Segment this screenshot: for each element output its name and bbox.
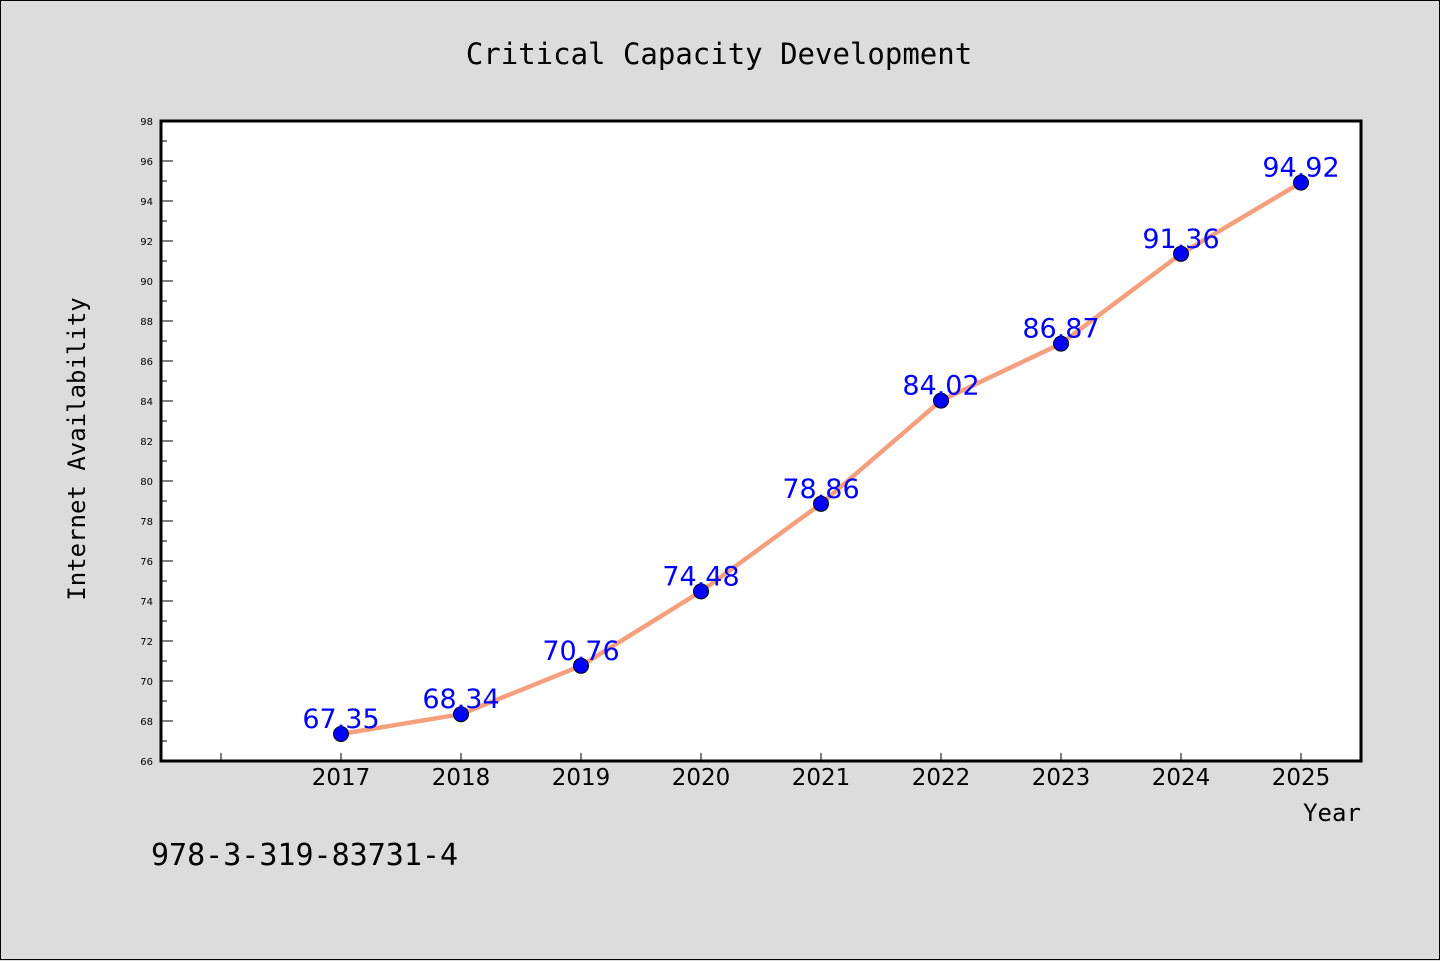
data-label: 91.36 bbox=[1142, 224, 1219, 255]
data-label: 84.02 bbox=[902, 371, 979, 402]
data-label: 74.48 bbox=[662, 561, 739, 592]
y-tick-label: 92 bbox=[140, 237, 153, 248]
y-tick-label: 68 bbox=[140, 717, 153, 728]
data-point bbox=[1053, 335, 1069, 352]
chart-title: Critical Capacity Development bbox=[466, 37, 972, 71]
series-layer: 67.35 68.34 70.76 74.48 78.86 84.02 86.87 91.36… bbox=[302, 153, 1340, 742]
y-tick-label: 98 bbox=[140, 117, 153, 128]
x-tick-label: 2020 bbox=[672, 765, 731, 791]
y-tick-label: 72 bbox=[140, 637, 153, 648]
y-tick-label: 86 bbox=[140, 357, 153, 368]
y-tick-label: 96 bbox=[140, 157, 153, 168]
y-tick-label: 88 bbox=[140, 317, 153, 328]
footnote-isbn: 978-3-319-83731-4 bbox=[151, 838, 458, 873]
data-label: 70.76 bbox=[542, 636, 619, 667]
x-axis: 2017 2018 2019 2020 2021 2022 2023 2024 2025 bbox=[220, 753, 1331, 791]
data-point bbox=[573, 657, 589, 674]
y-tick-label: 94 bbox=[140, 197, 153, 208]
x-tick-label: 2025 bbox=[1272, 765, 1331, 791]
data-point bbox=[693, 583, 709, 600]
data-point bbox=[1173, 245, 1189, 262]
x-tick-label: 2024 bbox=[1152, 765, 1211, 791]
x-tick-label: 2021 bbox=[792, 765, 851, 791]
y-tick-label: 78 bbox=[140, 517, 153, 528]
y-tick-label: 74 bbox=[140, 597, 153, 608]
y-tick-label: 84 bbox=[140, 397, 153, 408]
data-point bbox=[333, 726, 349, 742]
data-label: 94.92 bbox=[1262, 153, 1339, 184]
data-point bbox=[1293, 174, 1309, 191]
x-tick-label: 2022 bbox=[912, 765, 971, 791]
data-point bbox=[813, 495, 829, 512]
y-tick-label: 76 bbox=[140, 557, 153, 568]
y-tick-label: 80 bbox=[140, 477, 153, 488]
y-tick-label: 82 bbox=[140, 437, 153, 448]
x-tick-label: 2018 bbox=[432, 765, 491, 791]
data-label: 86.87 bbox=[1022, 314, 1099, 345]
x-tick-label: 2023 bbox=[1032, 765, 1091, 791]
data-label: 68.34 bbox=[422, 684, 499, 715]
y-axis-title: Internet Availability bbox=[63, 297, 91, 600]
data-label: 78.86 bbox=[782, 474, 859, 505]
x-axis-title: Year bbox=[1303, 799, 1361, 827]
x-tick-label: 2017 bbox=[312, 765, 371, 791]
y-tick-label: 66 bbox=[140, 757, 153, 768]
data-label: 67.35 bbox=[302, 704, 379, 735]
y-axis: 66 68 70 72 74 76 78 80 82 84 86 88 90 92 94 96 98 bbox=[140, 117, 173, 768]
y-tick-label: 70 bbox=[140, 677, 153, 688]
x-tick-label: 2019 bbox=[552, 765, 611, 791]
plot-area bbox=[159, 119, 1363, 763]
data-point bbox=[453, 706, 469, 723]
data-point bbox=[933, 392, 949, 409]
y-tick-label: 90 bbox=[140, 277, 153, 288]
